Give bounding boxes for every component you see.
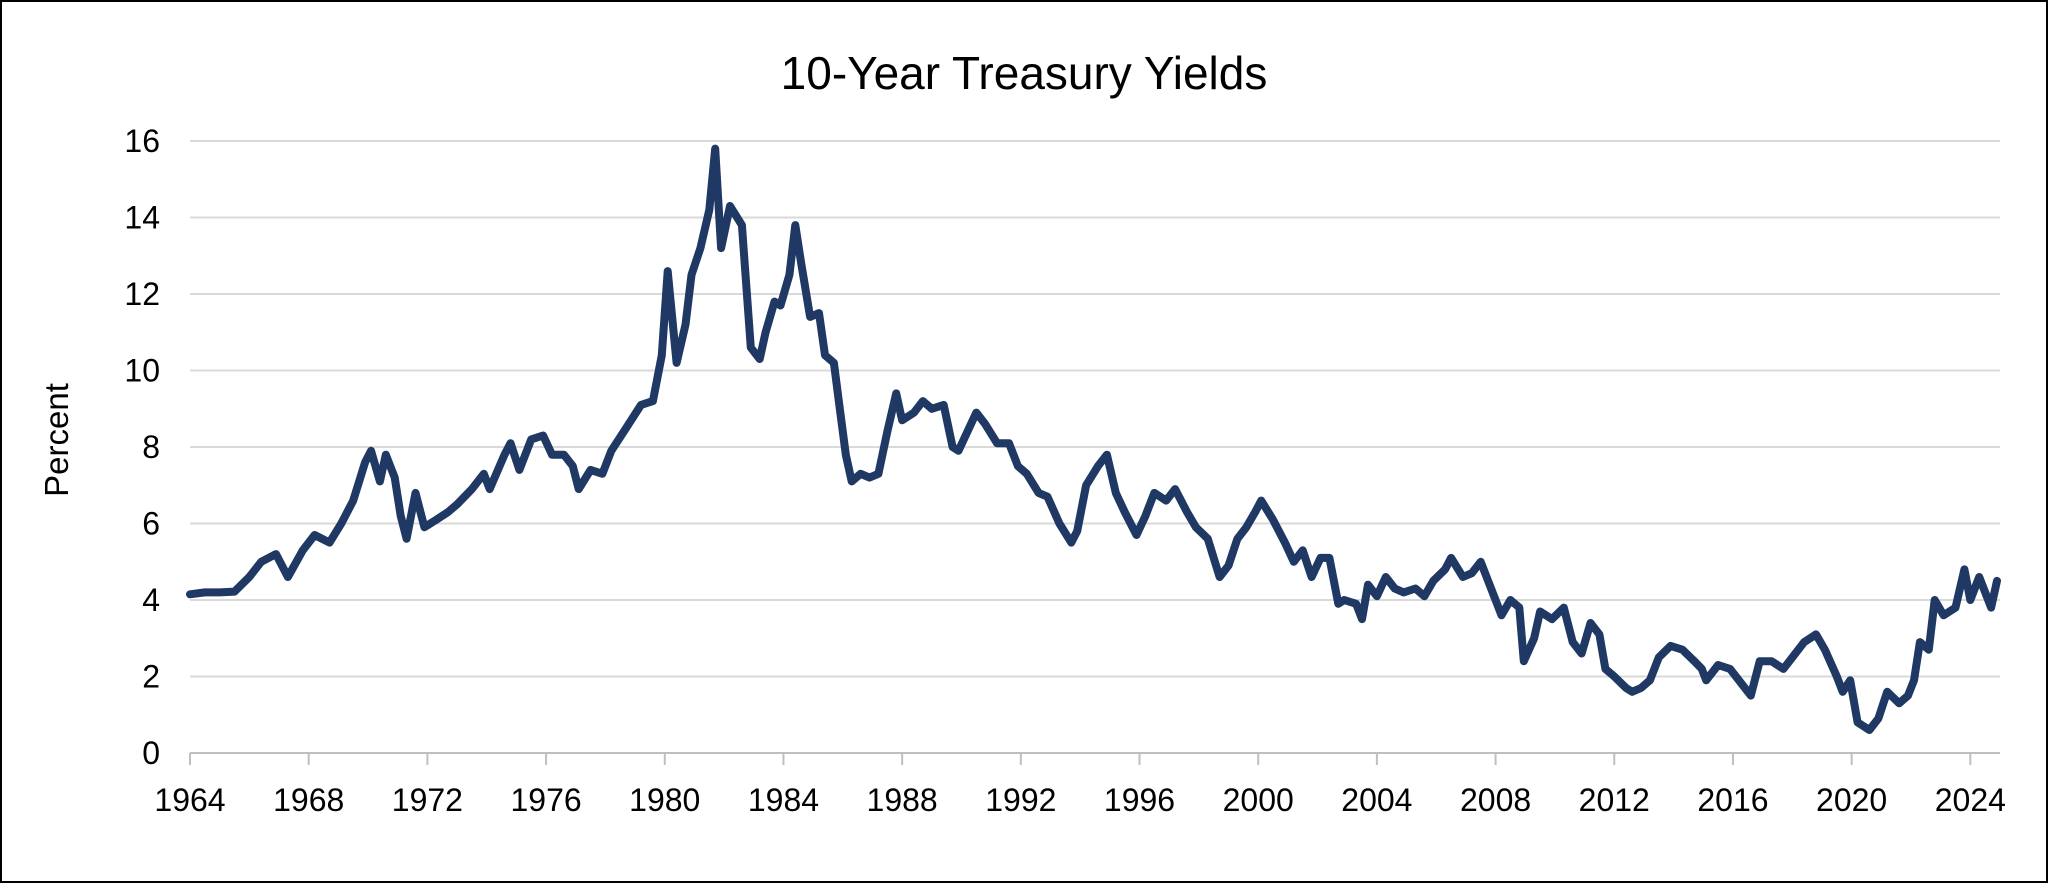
y-tick-label: 16: [124, 123, 160, 159]
x-tick-label: 2000: [1223, 782, 1294, 818]
y-tick-label: 2: [142, 659, 160, 695]
y-axis-label: Percent: [38, 383, 75, 497]
x-tick-label: 2004: [1341, 782, 1412, 818]
chart-title: 10-Year Treasury Yields: [781, 47, 1268, 99]
y-tick-label: 12: [124, 276, 160, 312]
x-tick-label: 1976: [510, 782, 581, 818]
x-tick-label: 2020: [1816, 782, 1887, 818]
y-tick-label: 14: [124, 200, 160, 236]
y-tick-label: 6: [142, 506, 160, 542]
x-tick-label: 1964: [154, 782, 225, 818]
x-tick-label: 1988: [867, 782, 938, 818]
y-tick-label: 0: [142, 735, 160, 771]
y-tick-label: 8: [142, 429, 160, 465]
x-tick-label: 1992: [985, 782, 1056, 818]
x-tick-label: 2016: [1697, 782, 1768, 818]
series-line: [186, 144, 2001, 734]
y-tick-label: 10: [124, 353, 160, 389]
x-tick-label: 1996: [1104, 782, 1175, 818]
x-tick-label: 1972: [392, 782, 463, 818]
x-tick-label: 2008: [1460, 782, 1531, 818]
x-tick-label: 1980: [629, 782, 700, 818]
x-tick-label: 2024: [1935, 782, 2006, 818]
y-axis-ticks: 0 2 4 6 8 10 12 14 16: [124, 123, 160, 771]
gridlines: [190, 140, 2000, 678]
x-tick-label: 1968: [273, 782, 344, 818]
x-axis-ticks: 1964 1968 1972 1976 1980 1984 1988 1992 1996 2000…: [154, 753, 2006, 818]
y-tick-label: 4: [142, 582, 160, 618]
series-layer: [186, 144, 2001, 734]
x-tick-label: 2012: [1579, 782, 1650, 818]
x-tick-label: 1984: [748, 782, 819, 818]
